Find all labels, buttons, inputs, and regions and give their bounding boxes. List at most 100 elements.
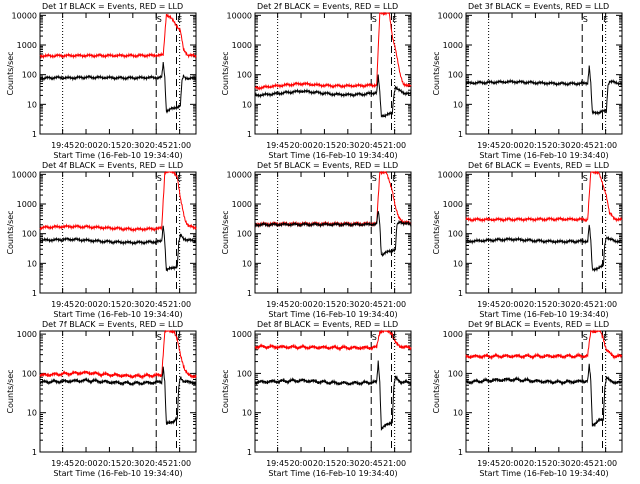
x-tick-label: 20:15 — [313, 300, 336, 309]
x-tick-label: 20:30 — [121, 141, 144, 150]
x-axis-label: Start Time (16-Feb-10 19:34:40) — [268, 151, 397, 160]
y-axis-label: Counts/sec — [432, 210, 441, 254]
start-marker: S — [372, 333, 377, 342]
panel-1: Det 1f BLACK = Events, RED = LLD 1 10 100 10… — [6, 2, 197, 160]
y-tick-label: 1000 — [443, 330, 463, 339]
x-tick-label: 19:45 — [51, 459, 74, 468]
series-line-events — [465, 224, 623, 273]
plot-frame — [39, 171, 197, 294]
x-tick-label: 20:15 — [98, 459, 121, 468]
y-tick-label: 1000 — [232, 330, 252, 339]
x-tick-label: 20:15 — [313, 459, 336, 468]
panel-title: Det 2f BLACK = Events, RED = LLD — [257, 2, 398, 11]
y-tick-label: 10 — [242, 409, 252, 418]
panel-title: Det 6f BLACK = Events, RED = LLD — [468, 161, 609, 170]
plot-frame — [254, 171, 412, 294]
y-tick-label: 10 — [453, 100, 463, 109]
x-tick-label: 20:45 — [571, 300, 594, 309]
x-tick-label: 20:45 — [145, 300, 168, 309]
series-line-lld — [254, 170, 412, 228]
x-tick-label: 20:15 — [524, 300, 547, 309]
x-tick-label: 20:45 — [360, 459, 383, 468]
plot-frame — [39, 12, 197, 135]
x-tick-label: 20:30 — [547, 141, 570, 150]
start-marker: S — [583, 15, 588, 24]
x-tick-label: 20:45 — [145, 459, 168, 468]
y-tick-label: 1000 — [443, 41, 463, 50]
series-line-events — [39, 225, 197, 273]
y-tick-label: 10 — [453, 259, 463, 268]
panel-2: Det 2f BLACK = Events, RED = LLD 1 10 100 10… — [221, 2, 412, 160]
end-marker: E — [392, 174, 397, 183]
y-tick-label: 10 — [27, 259, 37, 268]
y-tick-label: 100 — [448, 369, 463, 378]
y-tick-label: 100 — [448, 71, 463, 80]
x-tick-label: 20:00 — [74, 459, 97, 468]
series-line-lld — [39, 13, 197, 60]
y-tick-label: 10 — [27, 409, 37, 418]
x-axis-label: Start Time (16-Feb-10 19:34:40) — [268, 310, 397, 319]
series-line-events — [465, 65, 623, 116]
plot-frame — [465, 12, 623, 135]
y-tick-label: 10 — [453, 409, 463, 418]
y-axis-label: Counts/sec — [6, 210, 15, 254]
x-tick-label: 19:45 — [51, 141, 74, 150]
end-marker: E — [603, 333, 608, 342]
x-tick-label: 20:30 — [547, 459, 570, 468]
panel-9: Det 9f BLACK = Events, RED = LLD 1 10 100 10… — [432, 320, 623, 478]
y-tick-label: 1000 — [443, 200, 463, 209]
x-tick-label: 20:30 — [121, 459, 144, 468]
y-axis-label: Counts/sec — [221, 369, 230, 413]
y-tick-label: 1000 — [17, 41, 37, 50]
x-tick-label: 20:00 — [289, 300, 312, 309]
x-tick-label: 20:45 — [360, 141, 383, 150]
x-tick-label: 21:00 — [168, 141, 191, 150]
y-tick-label: 1 — [458, 448, 463, 457]
y-tick-label: 1 — [458, 130, 463, 139]
y-tick-label: 10000 — [227, 11, 252, 20]
y-tick-label: 10 — [242, 259, 252, 268]
y-tick-label: 1 — [247, 289, 252, 298]
y-tick-label: 10000 — [227, 170, 252, 179]
y-axis-label: Counts/sec — [221, 210, 230, 254]
x-tick-label: 20:30 — [336, 459, 359, 468]
x-tick-label: 20:45 — [571, 141, 594, 150]
panel-title: Det 8f BLACK = Events, RED = LLD — [257, 320, 398, 329]
x-axis-label: Start Time (16-Feb-10 19:34:40) — [479, 469, 608, 478]
y-tick-label: 10000 — [12, 11, 37, 20]
plot-frame — [465, 171, 623, 294]
end-marker: E — [392, 333, 397, 342]
x-tick-label: 20:15 — [313, 141, 336, 150]
plot-frame — [39, 330, 197, 453]
panel-title: Det 4f BLACK = Events, RED = LLD — [42, 161, 183, 170]
x-tick-label: 20:00 — [500, 141, 523, 150]
series-line-events — [254, 210, 412, 258]
series-line-events — [254, 74, 412, 119]
y-tick-label: 1 — [32, 289, 37, 298]
x-tick-label: 20:45 — [360, 300, 383, 309]
start-marker: S — [372, 15, 377, 24]
series-line-lld — [39, 329, 197, 380]
y-tick-label: 100 — [22, 230, 37, 239]
y-tick-label: 10000 — [12, 170, 37, 179]
start-marker: S — [157, 15, 162, 24]
y-tick-label: 100 — [22, 71, 37, 80]
x-axis-label: Start Time (16-Feb-10 19:34:40) — [268, 469, 397, 478]
panel-3: Det 3f BLACK = Events, RED = LLD 1 10 100 10… — [432, 2, 623, 160]
y-tick-label: 100 — [22, 369, 37, 378]
series-line-lld — [254, 329, 412, 352]
end-marker: E — [603, 174, 608, 183]
plot-frame — [254, 330, 412, 453]
x-tick-label: 21:00 — [168, 300, 191, 309]
x-tick-label: 19:45 — [266, 459, 289, 468]
x-tick-label: 21:00 — [594, 300, 617, 309]
x-axis-label: Start Time (16-Feb-10 19:34:40) — [479, 310, 608, 319]
panel-title: Det 7f BLACK = Events, RED = LLD — [42, 320, 183, 329]
x-tick-label: 20:00 — [289, 459, 312, 468]
y-tick-label: 1 — [32, 448, 37, 457]
y-tick-label: 10000 — [438, 11, 463, 20]
y-tick-label: 100 — [237, 230, 252, 239]
panel-title: Det 1f BLACK = Events, RED = LLD — [42, 2, 183, 11]
x-tick-label: 21:00 — [594, 459, 617, 468]
